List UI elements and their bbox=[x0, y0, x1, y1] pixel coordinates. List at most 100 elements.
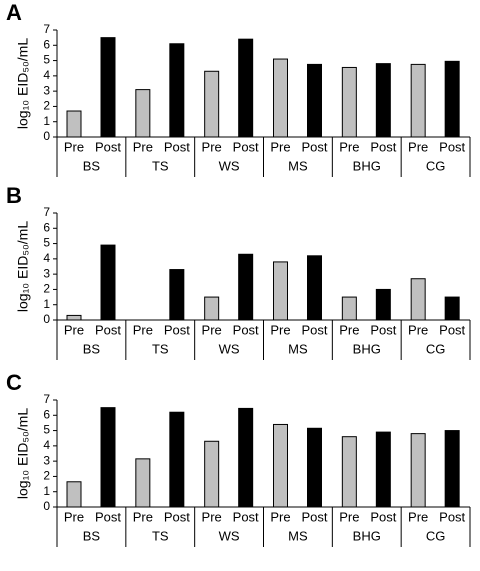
x-group-label: CG bbox=[426, 158, 446, 173]
x-group-label: TS bbox=[152, 341, 169, 356]
y-tick-label: 0 bbox=[43, 129, 50, 143]
x-group-label: WS bbox=[219, 528, 240, 543]
x-tick-label: Post bbox=[95, 139, 121, 154]
x-tick-label: Post bbox=[439, 139, 465, 154]
panel-label: B bbox=[6, 183, 22, 208]
bar bbox=[410, 63, 426, 138]
bar bbox=[204, 296, 220, 321]
bar bbox=[135, 458, 151, 508]
bar bbox=[410, 278, 426, 321]
x-tick-label: Pre bbox=[408, 139, 428, 154]
y-axis-label: log₁₀ EID₅₀/mL bbox=[15, 221, 31, 312]
x-group-label: BHG bbox=[353, 528, 381, 543]
x-tick-label: Pre bbox=[64, 509, 84, 524]
y-tick-label: 0 bbox=[43, 499, 50, 513]
x-group-label: CG bbox=[426, 341, 446, 356]
x-group-label: TS bbox=[152, 528, 169, 543]
y-tick-label: 7 bbox=[43, 205, 50, 219]
y-tick-label: 2 bbox=[43, 469, 50, 483]
bar bbox=[410, 433, 426, 508]
bar bbox=[444, 296, 460, 321]
bar bbox=[444, 430, 460, 508]
y-axis-label: log₁₀ EID₅₀/mL bbox=[15, 408, 31, 499]
y-tick-label: 4 bbox=[43, 438, 50, 452]
bar bbox=[100, 244, 116, 321]
bar bbox=[169, 43, 185, 138]
x-tick-label: Pre bbox=[133, 509, 153, 524]
x-tick-label: Pre bbox=[133, 322, 153, 337]
bar bbox=[66, 481, 82, 508]
y-tick-label: 5 bbox=[43, 236, 50, 250]
x-tick-label: Post bbox=[164, 322, 190, 337]
y-tick-label: 4 bbox=[43, 68, 50, 82]
bar bbox=[100, 407, 116, 508]
x-group-label: WS bbox=[219, 158, 240, 173]
x-group-label: MS bbox=[288, 528, 308, 543]
x-tick-label: Post bbox=[439, 509, 465, 524]
bar bbox=[238, 407, 254, 508]
x-group-label: BS bbox=[83, 158, 101, 173]
x-tick-label: Pre bbox=[202, 139, 222, 154]
x-group-label: MS bbox=[288, 158, 308, 173]
x-group-label: TS bbox=[152, 158, 169, 173]
bar bbox=[273, 261, 288, 321]
y-tick-label: 6 bbox=[43, 220, 50, 234]
bar bbox=[307, 63, 322, 138]
y-tick-label: 5 bbox=[43, 53, 50, 67]
y-tick-label: 1 bbox=[43, 297, 50, 311]
bar bbox=[307, 255, 322, 321]
bar bbox=[66, 110, 82, 138]
y-tick-label: 6 bbox=[43, 407, 50, 421]
x-tick-label: Post bbox=[370, 509, 396, 524]
x-tick-label: Pre bbox=[408, 509, 428, 524]
bar bbox=[375, 431, 391, 508]
x-tick-label: Pre bbox=[64, 322, 84, 337]
x-tick-label: Post bbox=[164, 509, 190, 524]
y-tick-label: 7 bbox=[43, 22, 50, 36]
x-tick-label: Pre bbox=[270, 322, 290, 337]
x-group-label: BHG bbox=[353, 158, 381, 173]
bar bbox=[238, 38, 254, 138]
x-tick-label: Post bbox=[95, 509, 121, 524]
y-tick-label: 3 bbox=[43, 83, 50, 97]
x-tick-label: Post bbox=[301, 322, 327, 337]
bar bbox=[273, 423, 288, 508]
x-group-label: WS bbox=[219, 341, 240, 356]
y-tick-label: 5 bbox=[43, 423, 50, 437]
bar bbox=[444, 60, 460, 138]
x-group-label: MS bbox=[288, 341, 308, 356]
x-group-label: CG bbox=[426, 528, 446, 543]
bar bbox=[375, 63, 391, 138]
x-tick-label: Post bbox=[233, 139, 259, 154]
y-tick-label: 3 bbox=[43, 266, 50, 280]
y-tick-label: 0 bbox=[43, 312, 50, 326]
bar bbox=[341, 296, 357, 321]
bar bbox=[66, 314, 82, 321]
y-tick-label: 6 bbox=[43, 37, 50, 51]
y-tick-label: 3 bbox=[43, 453, 50, 467]
y-tick-label: 1 bbox=[43, 114, 50, 128]
x-tick-label: Post bbox=[164, 139, 190, 154]
x-tick-label: Post bbox=[370, 139, 396, 154]
y-tick-label: 7 bbox=[43, 392, 50, 406]
x-tick-label: Pre bbox=[339, 322, 359, 337]
x-tick-label: Post bbox=[95, 322, 121, 337]
x-group-label: BS bbox=[83, 341, 101, 356]
x-tick-label: Post bbox=[301, 139, 327, 154]
panel-label: C bbox=[6, 370, 22, 395]
x-tick-label: Pre bbox=[339, 509, 359, 524]
x-group-label: BS bbox=[83, 528, 101, 543]
y-tick-label: 2 bbox=[43, 282, 50, 296]
x-tick-label: Post bbox=[370, 322, 396, 337]
bar bbox=[375, 288, 391, 321]
x-tick-label: Pre bbox=[64, 139, 84, 154]
bar bbox=[204, 440, 220, 508]
bar bbox=[204, 70, 220, 138]
bar bbox=[273, 58, 288, 138]
bar bbox=[135, 89, 151, 138]
x-tick-label: Pre bbox=[270, 509, 290, 524]
y-tick-label: 4 bbox=[43, 251, 50, 265]
y-tick-label: 2 bbox=[43, 99, 50, 113]
bar bbox=[238, 253, 254, 321]
